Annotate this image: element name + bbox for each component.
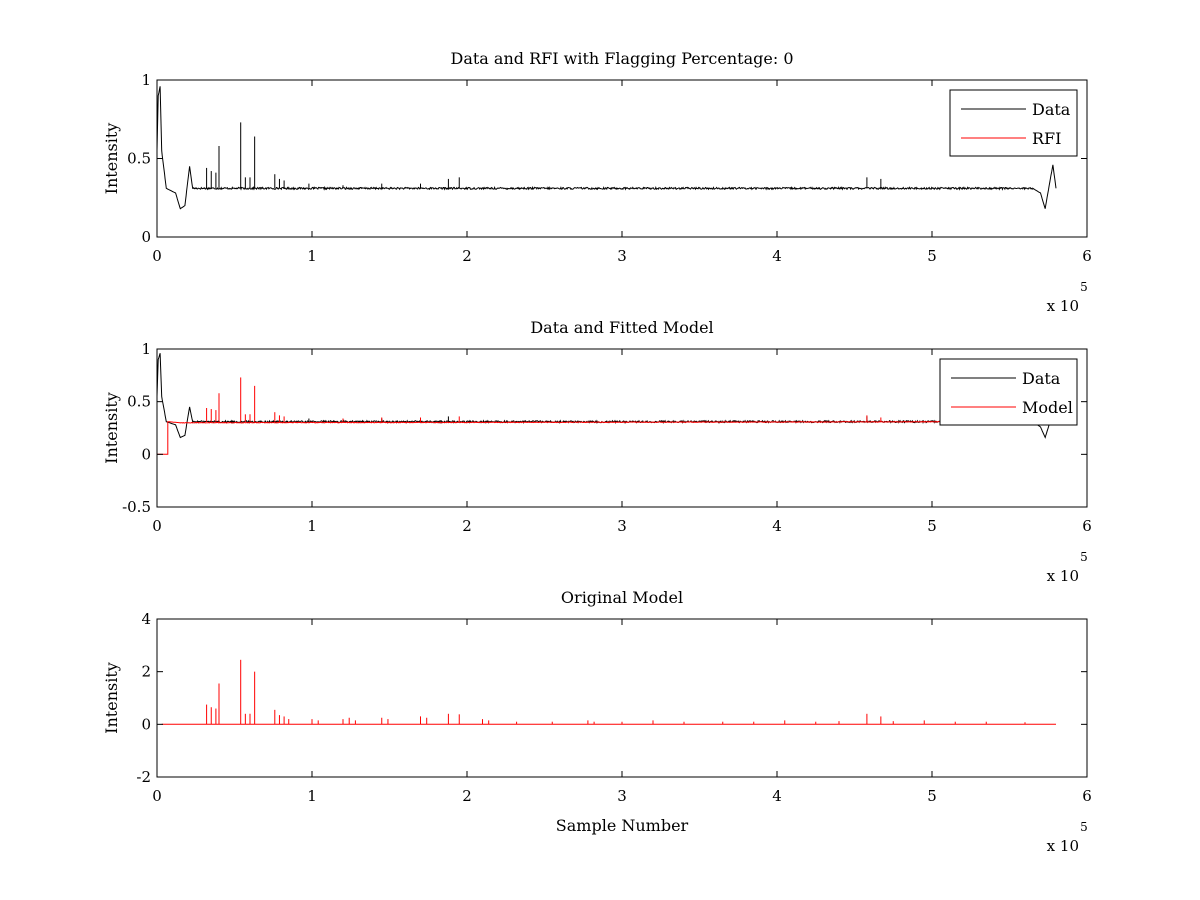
x-tick-label: 3	[617, 787, 627, 805]
legend-label: Data	[1032, 100, 1071, 119]
x-tick-label: 0	[152, 787, 162, 805]
y-tick-label: -2	[136, 768, 151, 786]
y-tick-label: 0.5	[127, 150, 151, 168]
x-axis-multiplier-exponent: 5	[1080, 280, 1088, 294]
x-axis-multiplier-exponent: 5	[1080, 550, 1088, 564]
x-tick-label: 4	[772, 517, 782, 535]
x-axis-multiplier: x 10	[1047, 837, 1079, 855]
chart-title: Data and Fitted Model	[530, 318, 713, 337]
y-tick-label: 0	[141, 445, 151, 463]
y-axis-label: Intensity	[102, 392, 121, 464]
series-line	[157, 353, 1057, 439]
x-axis-multiplier-exponent: 5	[1080, 820, 1088, 834]
x-tick-label: 6	[1082, 517, 1092, 535]
series-line	[157, 420, 1057, 455]
legend: Data Model	[939, 358, 1078, 426]
x-tick-label: 0	[152, 247, 162, 265]
x-tick-label: 0	[152, 517, 162, 535]
x-tick-label: 6	[1082, 247, 1092, 265]
series-line	[157, 86, 1057, 210]
x-tick-label: 1	[307, 517, 317, 535]
legend: Data RFI	[949, 89, 1078, 157]
x-tick-label: 2	[462, 787, 472, 805]
series-model	[161, 659, 1056, 725]
x-tick-label: 5	[927, 787, 937, 805]
legend-box	[949, 89, 1078, 157]
chart-title: Original Model	[561, 588, 683, 607]
legend-label: RFI	[1032, 129, 1061, 148]
y-tick-label: 0	[141, 715, 151, 733]
legend-box	[939, 358, 1078, 426]
legend-label: Model	[1022, 398, 1073, 417]
y-tick-label: 2	[141, 663, 151, 681]
series-data	[157, 86, 1057, 210]
y-axis-label: Intensity	[102, 123, 121, 195]
series-model	[157, 377, 1057, 455]
x-tick-label: 2	[462, 517, 472, 535]
x-tick-label: 6	[1082, 787, 1092, 805]
x-tick-label: 1	[307, 787, 317, 805]
x-tick-label: 3	[617, 517, 627, 535]
y-tick-label: -0.5	[122, 498, 151, 516]
y-tick-label: 4	[141, 610, 151, 628]
x-tick-label: 4	[772, 787, 782, 805]
y-tick-label: 0	[141, 228, 151, 246]
legend-label: Data	[1022, 369, 1061, 388]
x-axis-label: Sample Number	[556, 816, 689, 835]
chart-title: Data and RFI with Flagging Percentage: 0	[450, 49, 793, 68]
x-axis-multiplier: x 10	[1047, 567, 1079, 585]
x-tick-label: 1	[307, 247, 317, 265]
x-axis-multiplier: x 10	[1047, 297, 1079, 315]
y-axis-label: Intensity	[102, 662, 121, 734]
y-tick-label: 1	[141, 340, 151, 358]
chart-panel-1: 0 1 2 3 4 5 6 0 0.5 1 Data and RFI with Flagging P…	[102, 49, 1092, 315]
y-tick-label: 0.5	[127, 393, 151, 411]
y-tick-label: 1	[141, 71, 151, 89]
x-tick-label: 5	[927, 247, 937, 265]
x-tick-label: 4	[772, 247, 782, 265]
x-tick-label: 3	[617, 247, 627, 265]
x-tick-label: 5	[927, 517, 937, 535]
x-tick-label: 2	[462, 247, 472, 265]
